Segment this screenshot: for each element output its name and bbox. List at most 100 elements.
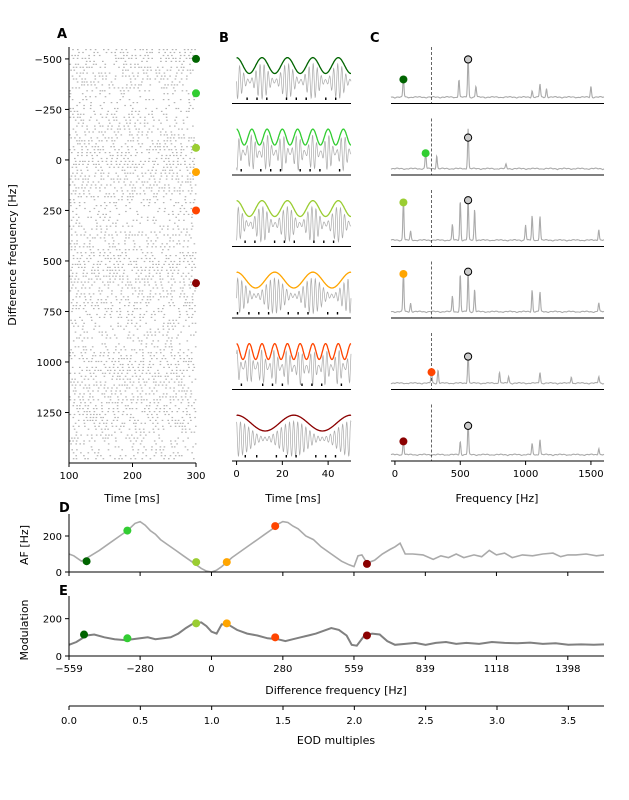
raster-spike bbox=[109, 154, 112, 157]
raster-spike bbox=[83, 193, 85, 195]
raster-spike bbox=[186, 169, 189, 171]
panel-c-marker bbox=[421, 149, 430, 158]
raster-spike bbox=[133, 437, 135, 439]
raster-spike bbox=[72, 299, 74, 301]
panel-c-xtick-label: 0 bbox=[392, 469, 398, 480]
raster-spike bbox=[160, 60, 162, 62]
raster-spike bbox=[94, 184, 97, 186]
panel-c-eod-marker bbox=[463, 421, 473, 430]
raster-spike bbox=[91, 346, 94, 348]
raster-spike bbox=[115, 440, 117, 442]
raster-spike bbox=[75, 305, 78, 307]
raster-spike bbox=[128, 128, 131, 130]
raster-spike bbox=[155, 169, 157, 171]
raster-spike bbox=[89, 396, 91, 398]
raster-spike bbox=[144, 408, 146, 410]
raster-spike bbox=[188, 163, 191, 165]
raster-spike bbox=[93, 413, 95, 416]
raster-spike bbox=[172, 399, 175, 401]
panel-b-spike bbox=[236, 312, 239, 315]
raster-spike bbox=[76, 104, 78, 107]
raster-spike bbox=[163, 140, 166, 142]
raster-spike bbox=[90, 446, 93, 448]
raster-spike bbox=[93, 199, 96, 201]
raster-spike bbox=[136, 399, 139, 401]
raster-spike bbox=[83, 455, 85, 457]
raster-spike bbox=[134, 360, 137, 363]
raster-spike bbox=[129, 131, 131, 133]
raster-spike bbox=[102, 249, 105, 251]
raster-spike bbox=[126, 163, 129, 165]
raster-spike bbox=[122, 57, 125, 59]
raster-spike bbox=[170, 149, 173, 151]
raster-spike bbox=[121, 366, 124, 368]
raster-spike bbox=[123, 422, 126, 424]
raster-spike bbox=[182, 272, 185, 274]
raster-spike bbox=[170, 378, 173, 380]
raster-spike bbox=[188, 325, 190, 327]
raster-spike bbox=[190, 275, 193, 277]
raster-spike bbox=[98, 72, 100, 74]
raster-spike bbox=[110, 163, 113, 165]
eod-xtick-label: 0.0 bbox=[61, 716, 77, 727]
panel-a-ylabel: Difference frequency [Hz] bbox=[6, 184, 19, 326]
raster-spike bbox=[106, 157, 108, 160]
raster-spike bbox=[127, 310, 129, 313]
raster-spike bbox=[99, 278, 102, 280]
raster-spike bbox=[132, 172, 135, 174]
raster-spike bbox=[149, 84, 152, 86]
raster-spike bbox=[162, 99, 165, 101]
raster-spike bbox=[150, 316, 153, 318]
raster-spike bbox=[88, 119, 91, 121]
raster-spike bbox=[189, 396, 192, 398]
raster-spike bbox=[166, 290, 168, 292]
raster-spike bbox=[91, 337, 93, 339]
panel-b-spike bbox=[325, 97, 327, 100]
raster-spike bbox=[95, 384, 98, 386]
raster-spike bbox=[157, 375, 160, 377]
raster-spike bbox=[150, 175, 152, 177]
raster-spike bbox=[102, 269, 105, 271]
raster-spike bbox=[170, 372, 172, 374]
raster-spike bbox=[183, 281, 185, 283]
raster-spike bbox=[185, 310, 188, 313]
raster-spike bbox=[119, 325, 122, 327]
raster-spike bbox=[181, 90, 184, 92]
raster-spike bbox=[124, 455, 127, 457]
raster-spike bbox=[138, 293, 140, 295]
raster-spike bbox=[103, 393, 106, 395]
raster-spike bbox=[84, 287, 87, 289]
raster-spike bbox=[145, 266, 147, 268]
raster-spike bbox=[191, 313, 194, 316]
panel-c-xtick-label: 500 bbox=[451, 469, 470, 480]
raster-spike bbox=[81, 355, 83, 357]
raster-spike bbox=[70, 302, 73, 304]
raster-spike bbox=[83, 140, 86, 142]
ytick-label: 200 bbox=[43, 532, 62, 543]
raster-spike bbox=[174, 455, 177, 457]
raster-spike bbox=[168, 57, 170, 59]
raster-spike bbox=[83, 84, 86, 86]
raster-spike bbox=[114, 54, 117, 57]
raster-spike bbox=[109, 252, 112, 254]
raster-spike bbox=[71, 287, 73, 289]
raster-spike bbox=[76, 281, 79, 283]
raster-spike bbox=[105, 346, 107, 348]
raster-spike bbox=[160, 269, 163, 271]
raster-spike bbox=[74, 278, 76, 280]
raster-spike bbox=[142, 363, 145, 366]
raster-spike bbox=[141, 181, 143, 183]
raster-spike bbox=[178, 81, 181, 83]
raster-spike bbox=[107, 287, 110, 289]
raster-spike bbox=[101, 107, 103, 110]
raster-spike bbox=[194, 443, 197, 445]
raster-spike bbox=[188, 107, 190, 110]
raster-spike bbox=[69, 93, 72, 95]
raster-spike bbox=[104, 372, 107, 374]
raster-spike bbox=[89, 402, 92, 404]
raster-spike bbox=[169, 293, 172, 295]
raster-spike bbox=[153, 378, 155, 380]
raster-spike bbox=[173, 322, 175, 324]
raster-spike bbox=[111, 305, 114, 307]
